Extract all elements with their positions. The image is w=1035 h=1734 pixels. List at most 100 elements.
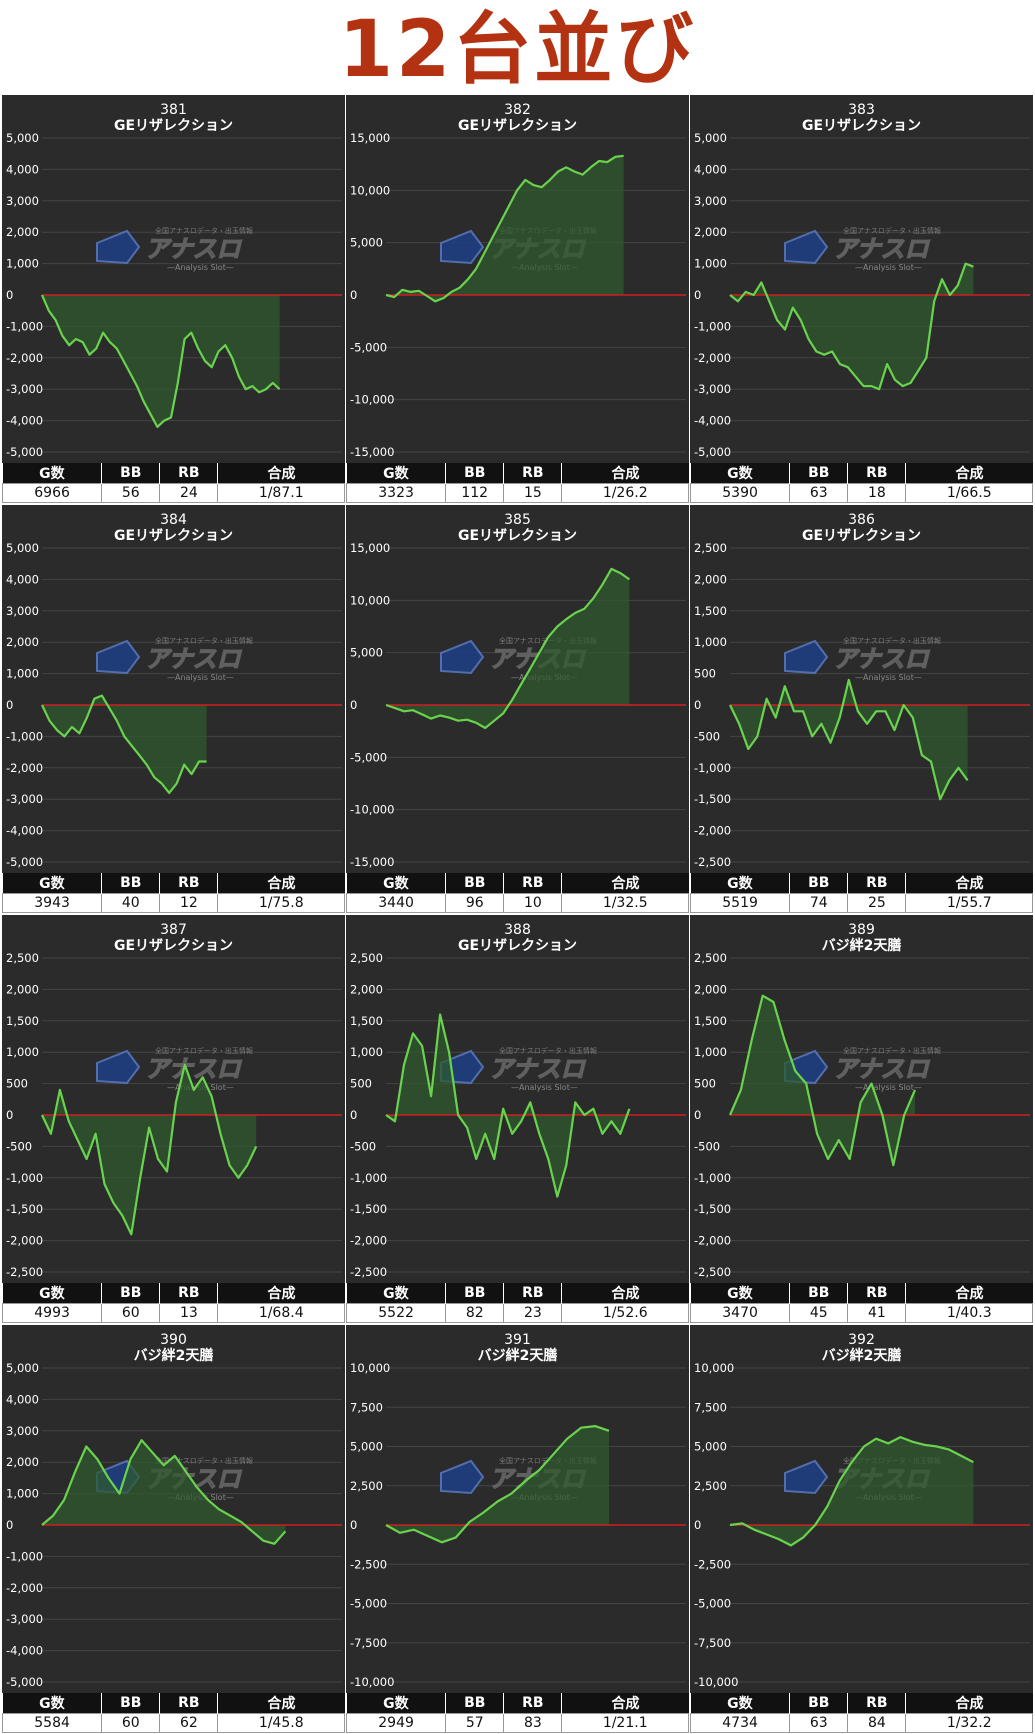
series-line xyxy=(41,1063,258,1236)
y-tick-label: 0 xyxy=(694,1108,701,1122)
chart-title: 391 xyxy=(504,1332,531,1348)
bb-header: BB xyxy=(101,463,161,484)
y-tick-label: -2,000 xyxy=(694,824,731,838)
y-tick-label: -1,000 xyxy=(694,761,731,775)
series-area xyxy=(42,1440,286,1544)
y-tick-label: -1,000 xyxy=(350,1171,387,1185)
y-tick-label: -4,000 xyxy=(6,1644,43,1658)
rb-value: 41 xyxy=(847,1303,907,1323)
y-tick-label: -2,500 xyxy=(694,1265,731,1279)
games-value: 2949 xyxy=(345,1713,447,1733)
ratio-header: 合成 xyxy=(561,1693,689,1714)
logo-tagline: 全国アナスロデータ・出玉情報 xyxy=(155,226,253,235)
y-tick-label: 0 xyxy=(694,288,701,302)
y-tick-label: 1,000 xyxy=(694,1045,727,1059)
bb-header: BB xyxy=(445,873,505,894)
ratio-header: 合成 xyxy=(217,873,345,894)
rb-header: RB xyxy=(159,463,219,484)
slump-chart: 389 バジ絆2天膳 2,500 2,000 1,500 1,000 500 0 -500 -1,… xyxy=(690,915,1033,1283)
series-line xyxy=(728,994,917,1167)
slump-chart: 386 GEリザレクション 2,500 2,000 1,500 1,000 500 0 -500… xyxy=(690,505,1033,873)
series-area xyxy=(42,695,207,793)
series-line xyxy=(729,1436,974,1547)
rb-header: RB xyxy=(847,1693,907,1714)
y-tick-label: 1,000 xyxy=(6,257,39,271)
rb-header: RB xyxy=(159,873,219,894)
bb-header: BB xyxy=(101,1693,161,1714)
logo-hex-icon xyxy=(440,639,485,675)
logo-hex-icon xyxy=(784,1459,829,1495)
y-tick-label: -10,000 xyxy=(350,1675,394,1689)
bb-value: 96 xyxy=(445,893,505,913)
machine-panel-392: 392 バジ絆2天膳 10,000 7,500 5,000 2,500 0 -2,500 -5,… xyxy=(689,1325,1033,1733)
series-line xyxy=(729,262,974,391)
y-tick-label: 2,000 xyxy=(694,572,727,586)
rb-header: RB xyxy=(847,873,907,894)
y-tick-label: 4,000 xyxy=(6,162,39,176)
bb-value: 60 xyxy=(101,1303,161,1323)
chart-subtitle: GEリザレクション xyxy=(802,118,921,134)
chart-subtitle: バジ絆2天膳 xyxy=(478,1347,558,1364)
ratio-header: 合成 xyxy=(561,873,689,894)
y-tick-label: 2,500 xyxy=(694,1479,727,1493)
machine-panel-387: 387 GEリザレクション 2,500 2,000 1,500 1,000 500 0 -500… xyxy=(1,915,345,1323)
bb-header: BB xyxy=(789,1283,849,1304)
y-tick-label: -5,000 xyxy=(6,855,43,869)
y-tick-label: 0 xyxy=(694,698,701,712)
y-tick-label: -2,500 xyxy=(350,1265,387,1279)
logo-watermark: アナスロ—Analysis Slot— 全国アナスロデータ・出玉情報 xyxy=(784,636,941,682)
y-tick-label: 0 xyxy=(350,1108,357,1122)
slump-chart: 388 GEリザレクション 2,500 2,000 1,500 1,000 500 0 -500… xyxy=(346,915,689,1283)
y-tick-label: -2,500 xyxy=(694,1557,731,1571)
chart-subtitle: GEリザレクション xyxy=(114,118,233,134)
logo-hex-icon xyxy=(784,229,829,265)
logo-hex-icon xyxy=(96,639,141,675)
y-tick-label: 0 xyxy=(350,1518,357,1532)
stats-table: G数 BB RB 合成 2949 57 83 1/21.1 xyxy=(345,1693,689,1733)
logo-hex-icon xyxy=(440,229,485,265)
y-tick-label: -2,000 xyxy=(350,1234,387,1248)
ratio-header: 合成 xyxy=(905,463,1033,484)
series-line xyxy=(385,1425,610,1544)
games-header: G数 xyxy=(690,873,791,894)
ratio-value: 1/21.1 xyxy=(561,1713,689,1733)
logo-text: アナスロ xyxy=(145,1055,243,1083)
series-line xyxy=(41,1439,287,1545)
y-tick-label: 2,000 xyxy=(694,225,727,239)
series-area xyxy=(386,568,630,728)
logo-text: アナスロ xyxy=(489,1055,587,1083)
y-tick-label: 15,000 xyxy=(350,541,390,555)
logo-tagline: 全国アナスロデータ・出玉情報 xyxy=(843,636,941,645)
chart-subtitle: GEリザレクション xyxy=(458,528,577,544)
y-tick-label: 5,000 xyxy=(694,1440,727,1454)
bb-header: BB xyxy=(445,1283,505,1304)
bb-header: BB xyxy=(445,1693,505,1714)
y-tick-label: 500 xyxy=(6,1077,28,1091)
slump-chart: 382 GEリザレクション 15,000 10,000 5,000 0 -5,000 -10,… xyxy=(346,95,689,463)
rb-header: RB xyxy=(159,1693,219,1714)
y-tick-label: 0 xyxy=(6,288,13,302)
y-tick-label: 1,000 xyxy=(6,1487,39,1501)
machine-panel-383: 383 GEリザレクション 5,000 4,000 3,000 2,000 1,000 0 -1… xyxy=(689,95,1033,503)
logo-watermark: アナスロ—Analysis Slot— 全国アナスロデータ・出玉情報 xyxy=(96,226,253,272)
games-value: 4993 xyxy=(1,1303,103,1323)
y-tick-label: -500 xyxy=(694,729,720,743)
bb-header: BB xyxy=(101,1283,161,1304)
stats-table: G数 BB RB 合成 3470 45 41 1/40.3 xyxy=(689,1283,1033,1323)
slump-chart: 383 GEリザレクション 5,000 4,000 3,000 2,000 1,000 0 -1… xyxy=(690,95,1033,463)
y-tick-label: -15,000 xyxy=(350,445,394,459)
y-tick-label: -5,000 xyxy=(350,1597,387,1611)
stats-table: G数 BB RB 合成 3440 96 10 1/32.5 xyxy=(345,873,689,913)
logo-tagline: 全国アナスロデータ・出玉情報 xyxy=(155,1456,253,1465)
slump-chart: 381 GEリザレクション 5,000 4,000 3,000 2,000 1,000 0 -1… xyxy=(2,95,345,463)
y-tick-label: 2,500 xyxy=(350,1479,383,1493)
series-area xyxy=(730,1437,974,1546)
y-tick-label: 500 xyxy=(694,1077,716,1091)
y-tick-label: -1,500 xyxy=(350,1202,387,1216)
games-value: 3470 xyxy=(689,1303,791,1323)
logo-text: アナスロ xyxy=(833,1055,931,1083)
bb-value: 63 xyxy=(789,1713,849,1733)
y-tick-label: 2,000 xyxy=(6,635,39,649)
